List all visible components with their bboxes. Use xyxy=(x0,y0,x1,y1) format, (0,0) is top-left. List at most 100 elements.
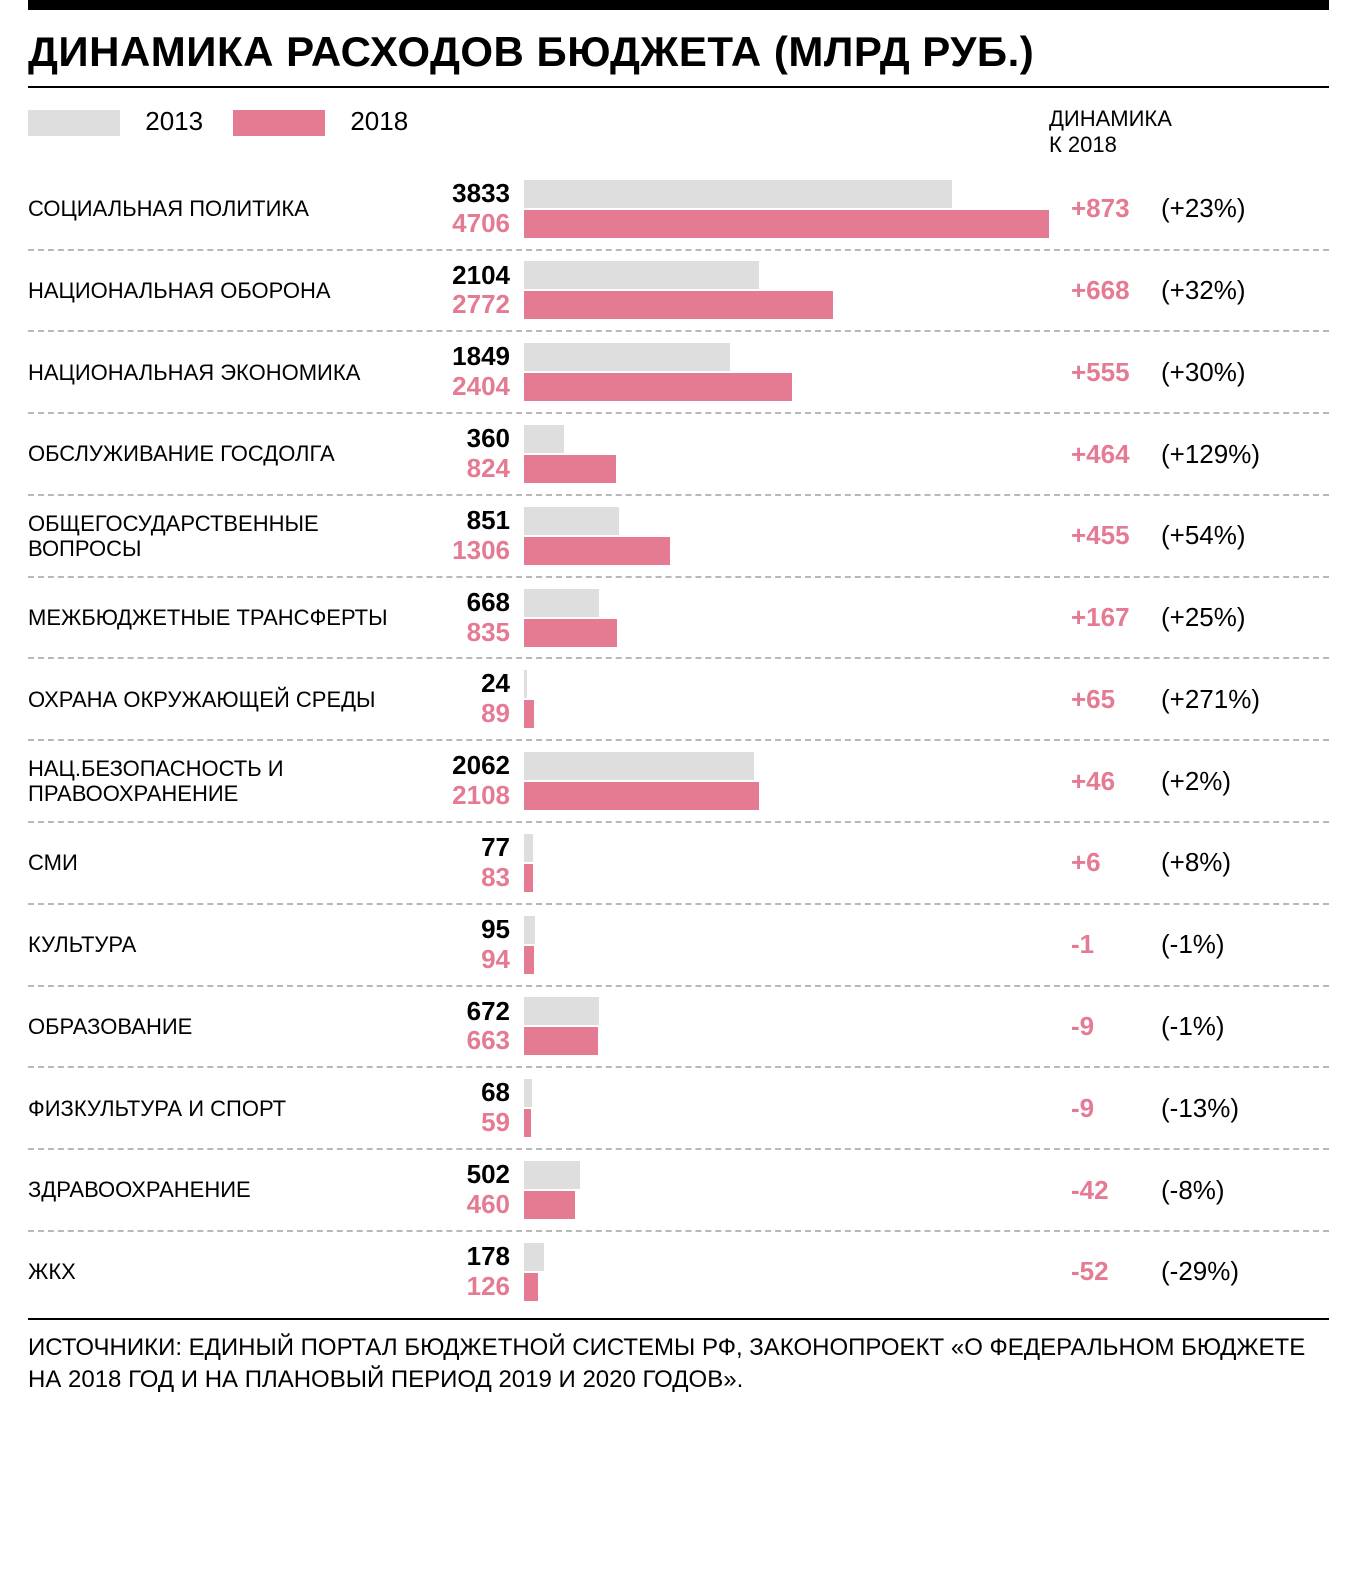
value-2018: 1306 xyxy=(452,536,510,566)
bar-2013 xyxy=(524,180,952,208)
bar-2013 xyxy=(524,261,759,289)
row-dynamics: +555(+30%) xyxy=(1049,342,1329,402)
bar-2013 xyxy=(524,997,599,1025)
chart-row: ФИЗКУЛЬТУРА И СПОРТ6859-9(-13%) xyxy=(28,1068,1329,1150)
row-bars xyxy=(518,261,1049,321)
row-values: 2489 xyxy=(438,669,518,729)
row-dynamics: +6(+8%) xyxy=(1049,833,1329,893)
bar-2013 xyxy=(524,834,533,862)
row-label: СМИ xyxy=(28,833,438,893)
chart-row: ОБРАЗОВАНИЕ672663 -9(-1%) xyxy=(28,987,1329,1069)
bar-2013 xyxy=(524,670,527,698)
value-2018: 663 xyxy=(467,1026,510,1056)
bar-2018 xyxy=(524,864,533,892)
row-bars xyxy=(518,1160,1049,1220)
dynamics-header: ДИНАМИКА К 2018 xyxy=(1049,106,1329,159)
delta-value: +6 xyxy=(1071,847,1161,878)
bar-2013 xyxy=(524,589,599,617)
value-2018: 126 xyxy=(467,1272,510,1302)
row-bars xyxy=(518,588,1049,648)
legend-item-2013: 2013 xyxy=(28,106,203,137)
bar-2018 xyxy=(524,700,534,728)
bar-2018 xyxy=(524,210,1049,238)
row-label: НАЦИОНАЛЬНАЯ ЭКОНОМИКА xyxy=(28,342,438,402)
delta-pct: (-1%) xyxy=(1161,1011,1225,1042)
delta-value: -9 xyxy=(1071,1093,1161,1124)
row-label: ФИЗКУЛЬТУРА И СПОРТ xyxy=(28,1078,438,1138)
delta-pct: (+25%) xyxy=(1161,602,1246,633)
row-dynamics: +873(+23%) xyxy=(1049,179,1329,239)
bar-2018 xyxy=(524,1109,531,1137)
legend-label-2018: 2018 xyxy=(350,106,408,136)
row-label: НАЦИОНАЛЬНАЯ ОБОРОНА xyxy=(28,261,438,321)
source-footer: ИСТОЧНИКИ: ЕДИНЫЙ ПОРТАЛ БЮДЖЕТНОЙ СИСТЕ… xyxy=(28,1318,1329,1397)
delta-pct: (-29%) xyxy=(1161,1256,1239,1287)
row-label: МЕЖБЮДЖЕТНЫЕ ТРАНСФЕРТЫ xyxy=(28,588,438,648)
value-2013: 3833 xyxy=(452,179,510,209)
row-dynamics: -42(-8%) xyxy=(1049,1160,1329,1220)
value-2018: 824 xyxy=(467,454,510,484)
chart-row: СМИ7783 +6(+8%) xyxy=(28,823,1329,905)
row-dynamics: -52(-29%) xyxy=(1049,1242,1329,1302)
delta-pct: (+129%) xyxy=(1161,439,1260,470)
chart-rows: СОЦИАЛЬНАЯ ПОЛИТИКА38334706+873(+23%)НАЦ… xyxy=(28,169,1329,1312)
value-2018: 59 xyxy=(481,1108,510,1138)
row-values: 7783 xyxy=(438,833,518,893)
value-2018: 2772 xyxy=(452,290,510,320)
value-2013: 68 xyxy=(481,1078,510,1108)
bar-2018 xyxy=(524,1027,598,1055)
row-values: 6859 xyxy=(438,1078,518,1138)
row-values: 668835 xyxy=(438,588,518,648)
bar-2013 xyxy=(524,752,754,780)
value-2018: 89 xyxy=(481,699,510,729)
row-bars xyxy=(518,342,1049,402)
bar-2018 xyxy=(524,782,759,810)
row-values: 8511306 xyxy=(438,506,518,566)
row-bars xyxy=(518,669,1049,729)
row-label: ОБЩЕГОСУДАРСТВЕННЫЕ ВОПРОСЫ xyxy=(28,506,438,566)
bar-2013 xyxy=(524,343,730,371)
chart-row: НАЦИОНАЛЬНАЯ ОБОРОНА21042772+668(+32%) xyxy=(28,251,1329,333)
row-values: 20622108 xyxy=(438,751,518,811)
delta-value: +455 xyxy=(1071,520,1161,551)
row-label: КУЛЬТУРА xyxy=(28,915,438,975)
row-label: ЖКХ xyxy=(28,1242,438,1302)
header-row: 2013 2018 ДИНАМИКА К 2018 xyxy=(28,106,1329,159)
value-2013: 178 xyxy=(467,1242,510,1272)
row-dynamics: +455(+54%) xyxy=(1049,506,1329,566)
delta-pct: (-1%) xyxy=(1161,929,1225,960)
row-bars xyxy=(518,506,1049,566)
row-label: НАЦ.БЕЗОПАСНОСТЬ И ПРАВООХРАНЕНИЕ xyxy=(28,751,438,811)
chart-row: ОБСЛУЖИВАНИЕ ГОСДОЛГА360824+464(+129%) xyxy=(28,414,1329,496)
value-2018: 835 xyxy=(467,618,510,648)
row-label: ОБРАЗОВАНИЕ xyxy=(28,997,438,1057)
legend: 2013 2018 xyxy=(28,106,408,137)
legend-label-2013: 2013 xyxy=(145,106,203,136)
row-bars xyxy=(518,1078,1049,1138)
row-label: СОЦИАЛЬНАЯ ПОЛИТИКА xyxy=(28,179,438,239)
delta-pct: (+23%) xyxy=(1161,193,1246,224)
row-values: 672663 xyxy=(438,997,518,1057)
value-2013: 2062 xyxy=(452,751,510,781)
row-dynamics: +464(+129%) xyxy=(1049,424,1329,484)
bar-2013 xyxy=(524,425,564,453)
delta-value: +167 xyxy=(1071,602,1161,633)
delta-value: -1 xyxy=(1071,929,1161,960)
chart-row: ОБЩЕГОСУДАРСТВЕННЫЕ ВОПРОСЫ8511306 +455(+… xyxy=(28,496,1329,578)
value-2018: 2108 xyxy=(452,781,510,811)
legend-swatch-2018 xyxy=(233,110,325,136)
chart-title: ДИНАМИКА РАСХОДОВ БЮДЖЕТА (МЛРД РУБ.) xyxy=(28,28,1329,76)
delta-value: -52 xyxy=(1071,1256,1161,1287)
title-rule xyxy=(28,86,1329,88)
delta-pct: (-8%) xyxy=(1161,1175,1225,1206)
chart-row: НАЦИОНАЛЬНАЯ ЭКОНОМИКА18492404+555(+30%) xyxy=(28,332,1329,414)
delta-pct: (+2%) xyxy=(1161,766,1231,797)
row-dynamics: +65(+271%) xyxy=(1049,669,1329,729)
row-bars xyxy=(518,833,1049,893)
row-dynamics: +167(+25%) xyxy=(1049,588,1329,648)
bar-2013 xyxy=(524,916,535,944)
bar-2013 xyxy=(524,507,619,535)
row-dynamics: -9(-1%) xyxy=(1049,997,1329,1057)
row-dynamics: -9(-13%) xyxy=(1049,1078,1329,1138)
row-values: 502460 xyxy=(438,1160,518,1220)
